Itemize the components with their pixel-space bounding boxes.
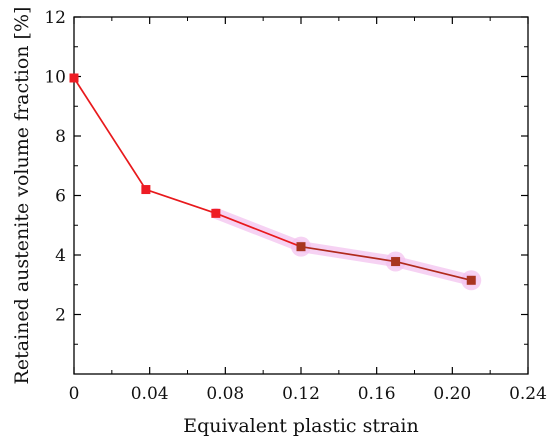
- x-tick-label: 0: [69, 384, 80, 404]
- y-tick-labels: 2 4 6 8 10 12: [44, 8, 66, 326]
- y-tick-label: 12: [44, 8, 66, 28]
- series-line-segment: [395, 260, 472, 282]
- highlight-bands: [210, 207, 482, 291]
- data-point-marker: [69, 73, 79, 83]
- y-tick-label: 6: [55, 187, 66, 207]
- plot-frame: [73, 16, 529, 375]
- series-line-segment: [73, 77, 147, 191]
- x-axis-title: Equivalent plastic strain: [183, 415, 418, 437]
- x-tick-labels: 0 0.04 0.08 0.12 0.16 0.20 0.24: [69, 384, 547, 404]
- x-tick-label: 0.20: [433, 384, 471, 404]
- axis-ticks: [73, 16, 529, 374]
- x-tick-label: 0.12: [282, 384, 320, 404]
- series-line-segment: [215, 212, 302, 248]
- data-point-marker: [466, 275, 476, 285]
- series-markers: [69, 73, 476, 285]
- y-tick-label: 4: [55, 246, 66, 266]
- x-tick-label: 0.08: [206, 384, 244, 404]
- x-tick-label: 0.24: [509, 384, 547, 404]
- y-tick-label: 2: [55, 306, 66, 326]
- data-point-marker: [296, 242, 306, 252]
- series-line-segment: [300, 245, 396, 263]
- x-tick-label: 0.04: [131, 384, 169, 404]
- y-tick-label: 8: [55, 127, 66, 147]
- x-tick-label: 0.16: [358, 384, 396, 404]
- series-lines: [73, 77, 472, 282]
- y-tick-label: 10: [44, 68, 66, 88]
- data-point-marker: [391, 257, 401, 267]
- series-line-segment: [145, 188, 217, 215]
- data-point-marker: [141, 185, 151, 195]
- data-point-marker: [211, 208, 221, 218]
- y-axis-title: Retained austenite volume fraction [%]: [11, 7, 33, 385]
